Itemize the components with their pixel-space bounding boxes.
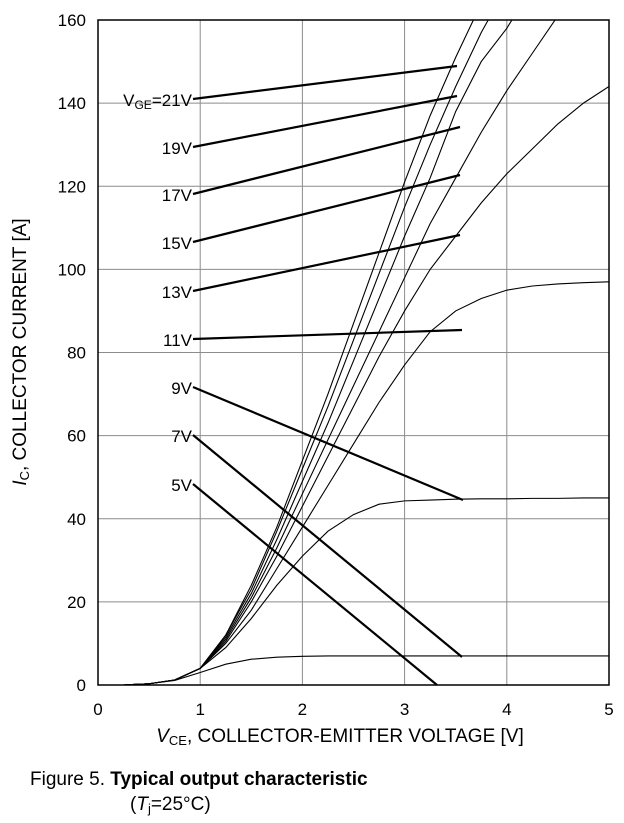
series-label-name: 13V xyxy=(162,283,193,302)
y-tick-label: 0 xyxy=(77,676,86,695)
series-label: 19V xyxy=(162,139,193,158)
series-label: 15V xyxy=(162,234,193,253)
caption: Figure 5. Typical output characteristic xyxy=(30,769,368,790)
y-tick-label: 100 xyxy=(58,260,86,279)
y-tick-label: 140 xyxy=(58,94,86,113)
series-label-name: 5V xyxy=(171,476,192,495)
labels: 0 1 2 3 4 5 0 20 40 60 80 100 120 140 160 5V 7V 9V 11V 13V 1… xyxy=(58,11,614,719)
leader-line xyxy=(192,385,464,502)
cond-sub: j xyxy=(147,801,151,816)
series-label-name: 15V xyxy=(162,234,193,253)
cond-var: T xyxy=(136,794,149,815)
leader-line xyxy=(192,328,463,341)
series-label: 9V xyxy=(171,379,192,398)
y-label-prefix: I xyxy=(10,480,31,486)
series-label: 7V xyxy=(171,427,192,446)
y-label-sub: C xyxy=(17,471,32,480)
series-label: 17V xyxy=(162,186,193,205)
x-tick-label: 1 xyxy=(195,700,204,719)
curve xyxy=(98,20,474,685)
caption-title: Typical output characteristic xyxy=(110,769,368,790)
y-tick-label: 80 xyxy=(67,344,86,363)
x-tick-label: 3 xyxy=(400,700,409,719)
curves xyxy=(98,20,609,685)
series-label-name: 9V xyxy=(171,379,192,398)
curve xyxy=(98,655,609,685)
leader-line xyxy=(192,233,461,293)
leader-line xyxy=(192,94,458,149)
series-label: 11V xyxy=(163,331,193,350)
series-label-name: 11V xyxy=(163,331,193,350)
leader-line xyxy=(192,483,438,686)
series-label-name: 17V xyxy=(162,186,193,205)
y-tick-label: 60 xyxy=(67,427,86,446)
leader-line xyxy=(192,173,461,244)
caption-condition: (Tj=25°C) xyxy=(130,794,211,816)
caption-prefix: Figure 5. xyxy=(30,769,110,790)
x-label-sub: CE xyxy=(169,733,187,748)
x-axis-label: VCE, COLLECTOR-EMITTER VOLTAGE [V] xyxy=(156,726,524,748)
plot-frame xyxy=(97,19,610,686)
leader-line xyxy=(192,64,458,101)
y-tick-label: 120 xyxy=(58,177,86,196)
grid xyxy=(97,19,610,686)
x-tick-label: 5 xyxy=(604,700,613,719)
series-label-name: =21V xyxy=(152,91,193,110)
x-label-prefix: V xyxy=(156,726,171,747)
series-label-sub: GE xyxy=(134,98,151,112)
series-label-prefix: V xyxy=(123,91,135,110)
series-label-name: 19V xyxy=(162,139,193,158)
y-tick-label: 20 xyxy=(67,593,86,612)
curve xyxy=(98,497,609,685)
series-label: 13V xyxy=(162,283,193,302)
x-tick-label: 0 xyxy=(93,700,102,719)
y-axis-label: IC, COLLECTOR CURRENT [A] xyxy=(10,218,32,485)
leader-line xyxy=(192,125,461,196)
x-tick-label: 4 xyxy=(502,700,511,719)
series-label: VGE=21V xyxy=(123,91,193,112)
cond-open: ( xyxy=(130,794,137,815)
series-label-name: 7V xyxy=(171,427,192,446)
cond-rest: =25°C) xyxy=(151,794,211,815)
x-tick-label: 2 xyxy=(298,700,307,719)
x-label-rest: , COLLECTOR-EMITTER VOLTAGE [V] xyxy=(187,726,524,747)
y-tick-label: 40 xyxy=(67,510,86,529)
y-label-rest: , COLLECTOR CURRENT [A] xyxy=(10,218,31,471)
y-tick-label: 160 xyxy=(58,11,86,30)
leader-line xyxy=(192,434,463,658)
series-label: 5V xyxy=(171,476,192,495)
